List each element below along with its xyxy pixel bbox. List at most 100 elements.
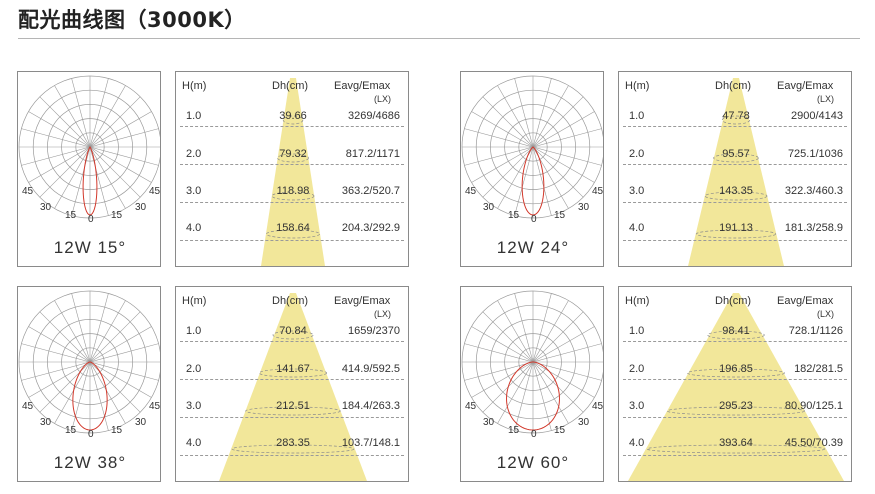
row-divider: [623, 126, 847, 127]
row-height: 2.0: [629, 148, 645, 160]
row-divider: [180, 379, 404, 380]
row-illuminance: 1659/2370: [348, 325, 400, 337]
beam-spot-ellipse: [282, 115, 304, 125]
polar-grid: [18, 75, 160, 219]
row-diameter: 118.98: [276, 185, 310, 197]
angle-label: 15: [111, 210, 123, 221]
polar-diagram: 45 30 15 0 15 30 45 12W 60°: [460, 286, 604, 482]
angle-label: 0: [88, 214, 94, 225]
polar-diagram: 45 30 15 0 15 30 45 12W 24°: [460, 71, 604, 267]
beam-cone: [219, 293, 367, 481]
angle-label: 45: [465, 186, 477, 197]
angle-label: 30: [483, 202, 495, 213]
beam-spot-ellipse: [272, 330, 314, 340]
beam-spot-ellipse: [245, 406, 341, 416]
angle-label: 30: [135, 202, 147, 213]
beam-spot-ellipse: [667, 406, 805, 416]
angle-label: 0: [88, 429, 94, 440]
row-height: 1.0: [629, 325, 645, 337]
header-illuminance: Eavg/Emax: [777, 80, 834, 92]
row-height: 2.0: [186, 148, 202, 160]
header-height: H(m): [625, 80, 650, 92]
row-diameter: 98.41: [722, 325, 750, 337]
light-cone: [261, 78, 325, 266]
illuminance-table: H(m) Dh(cm) Eavg/Emax (LX) 1.0 70.84 1659/2370…: [175, 286, 409, 482]
illuminance-table: H(m) Dh(cm) Eavg/Emax (LX) 1.0 39.66 3269/4686…: [175, 71, 409, 267]
angle-label: 0: [531, 429, 537, 440]
angle-label: 15: [65, 210, 77, 221]
angle-label: 45: [22, 401, 34, 412]
row-height: 2.0: [186, 363, 202, 375]
row-height: 4.0: [186, 222, 202, 234]
header-height: H(m): [182, 295, 207, 307]
row-illuminance: 725.1/1036: [787, 148, 843, 160]
intensity-curve: [506, 361, 560, 431]
row-illuminance: 414.9/592.5: [341, 363, 400, 375]
row-diameter: 47.78: [722, 110, 750, 122]
row-diameter: 393.64: [719, 437, 753, 449]
illuminance-table: H(m) Dh(cm) Eavg/Emax (LX) 1.0 47.78 2900/4143…: [618, 71, 852, 267]
row-height: 4.0: [186, 437, 202, 449]
light-cone: [219, 293, 367, 481]
model-label: 12W 15°: [53, 238, 127, 257]
row-divider: [623, 164, 847, 165]
row-height: 1.0: [186, 110, 202, 122]
header-unit: (LX): [374, 309, 392, 319]
angle-label: 15: [554, 210, 566, 221]
beam-cone: [688, 78, 784, 266]
beam-spot-ellipse: [266, 229, 320, 239]
header-height: H(m): [625, 295, 650, 307]
row-illuminance: 103.7/148.1: [341, 437, 400, 449]
intensity-curve: [82, 146, 98, 216]
row-divider: [180, 240, 404, 241]
beam-cone: [628, 293, 844, 481]
row-height: 3.0: [186, 185, 202, 197]
row-diameter: 95.57: [722, 148, 750, 160]
polar-grid: [461, 290, 603, 434]
row-illuminance: 45.50/70.39: [784, 437, 843, 449]
row-illuminance: 817.2/1171: [345, 148, 400, 160]
page-title: 配光曲线图（3000K）: [18, 8, 246, 32]
angle-label: 15: [111, 425, 123, 436]
row-illuminance: 204.3/292.9: [341, 222, 400, 234]
angle-label: 30: [40, 202, 52, 213]
header-unit: (LX): [374, 94, 392, 104]
model-label: 12W 38°: [53, 453, 127, 472]
row-illuminance: 184.4/263.3: [341, 400, 400, 412]
row-divider: [623, 202, 847, 203]
row-height: 4.0: [629, 222, 645, 234]
light-cone: [628, 293, 844, 481]
row-illuminance: 182/281.5: [794, 363, 843, 375]
angle-label: 15: [65, 425, 77, 436]
angle-label: 15: [508, 210, 520, 221]
row-divider: [180, 126, 404, 127]
beam-spot-ellipse: [271, 191, 315, 201]
beam-spot-ellipse: [277, 153, 309, 163]
row-diameter: 295.23: [719, 400, 753, 412]
angle-label: 30: [135, 417, 147, 428]
row-illuminance: 2900/4143: [791, 110, 843, 122]
row-diameter: 79.32: [279, 148, 307, 160]
header-height: H(m): [182, 80, 207, 92]
row-illuminance: 363.2/520.7: [341, 185, 400, 197]
beam-spot-ellipse: [707, 330, 765, 340]
row-illuminance: 80.90/125.1: [784, 400, 843, 412]
row-illuminance: 3269/4686: [348, 110, 400, 122]
row-diameter: 141.67: [276, 363, 310, 375]
row-height: 4.0: [629, 437, 645, 449]
beam-spot-ellipse: [687, 368, 785, 378]
illuminance-table: H(m) Dh(cm) Eavg/Emax (LX) 1.0 98.41 728.1/112…: [618, 286, 852, 482]
light-panel: 45 30 15 0 15 30 45 12W 24° H(m) Dh(cm) Eavg/Emax(…: [460, 71, 852, 267]
beam-spot-ellipse: [713, 153, 759, 163]
row-divider: [180, 341, 404, 342]
row-illuminance: 181.3/258.9: [784, 222, 843, 234]
header-unit: (LX): [817, 94, 835, 104]
angle-label: 30: [483, 417, 495, 428]
angle-label: 45: [149, 186, 161, 197]
header-diameter: Dh(cm): [272, 80, 309, 92]
light-panel: 45 30 15 0 15 30 45 12W 38° H(m) Dh(cm) Eavg/Emax(…: [17, 286, 409, 482]
beam-cone: [261, 78, 325, 266]
polar-diagram: 45 30 15 0 15 30 45 12W 15°: [17, 71, 161, 267]
angle-label: 45: [592, 401, 604, 412]
row-diameter: 39.66: [279, 110, 307, 122]
